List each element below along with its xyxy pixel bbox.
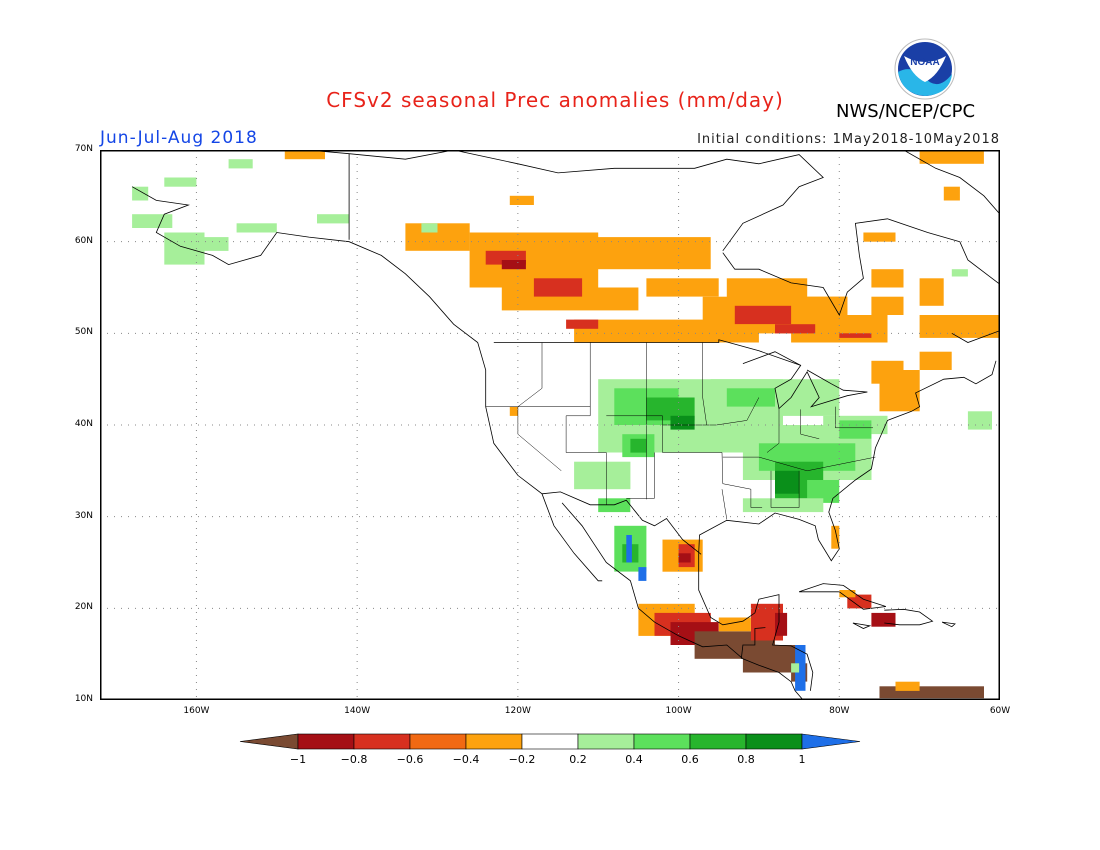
chart-title: CFSv2 seasonal Prec anomalies (mm/day) — [326, 88, 784, 112]
graticule — [100, 150, 1000, 700]
lat-label-60N: 60N — [74, 235, 93, 246]
colorbar-low-arrow — [239, 733, 299, 750]
colorbar-label: 0.6 — [681, 753, 699, 766]
colorbar-label: −0.2 — [509, 753, 536, 766]
colorbar-label: 1 — [799, 753, 806, 766]
colorbar-label: −0.8 — [341, 753, 368, 766]
colorbar-swatch-9 — [745, 733, 803, 750]
lon-label-140W: 140W — [344, 706, 371, 716]
initial-conditions-label: Initial conditions: 1May2018-10May2018 — [697, 132, 1000, 147]
lat-label-20N: 20N — [74, 602, 93, 613]
colorbar-swatch-2 — [353, 733, 411, 750]
lon-label-120W: 120W — [504, 706, 531, 716]
colorbar-high-arrow — [801, 733, 861, 750]
coastline-outlines — [131, 150, 1000, 700]
colorbar-swatch-7 — [633, 733, 691, 750]
svg-text:NOAA: NOAA — [910, 57, 939, 68]
lon-label-160W: 160W — [183, 706, 210, 716]
anomaly-map — [100, 150, 1000, 700]
lon-label-100W: 100W — [665, 706, 692, 716]
colorbar-label: 0.4 — [625, 753, 643, 766]
colorbar-label: −0.4 — [453, 753, 480, 766]
anomaly-cells — [132, 150, 1000, 699]
map-frame — [100, 150, 1000, 700]
colorbar: −1 −0.8 −0.6 −0.4 −0.2 0.2 0.4 0.6 0.8 1 — [239, 733, 861, 766]
colorbar-label: 0.2 — [569, 753, 587, 766]
lon-label-60W: 60W — [989, 706, 1011, 716]
colorbar-swatch-8 — [689, 733, 747, 750]
season-label: Jun-Jul-Aug 2018 — [100, 128, 258, 148]
colorbar-label: −0.6 — [397, 753, 424, 766]
lat-label-50N: 50N — [74, 327, 93, 338]
lat-label-70N: 70N — [74, 144, 93, 154]
colorbar-label: 0.8 — [737, 753, 755, 766]
noaa-logo-icon: NOAA — [894, 38, 956, 100]
colorbar-label: −1 — [290, 753, 306, 766]
lon-label-80W: 80W — [829, 706, 850, 716]
colorbar-swatch-6 — [577, 733, 635, 750]
lat-label-10N: 10N — [74, 694, 93, 704]
colorbar-swatch-4 — [465, 733, 523, 750]
lat-label-40N: 40N — [74, 419, 93, 429]
colorbar-swatch-5 — [521, 733, 579, 750]
org-label: NWS/NCEP/CPC — [836, 101, 976, 122]
colorbar-swatch-3 — [409, 733, 467, 750]
lat-label-30N: 30N — [74, 510, 93, 521]
colorbar-swatch-1 — [297, 733, 355, 750]
